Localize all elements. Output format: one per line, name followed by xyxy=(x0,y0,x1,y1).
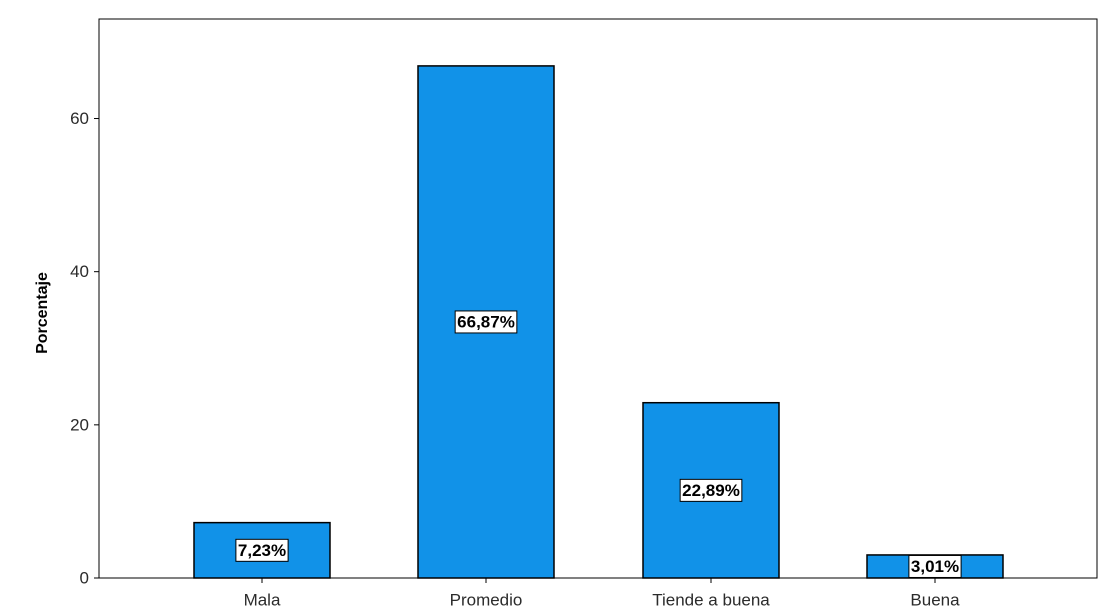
plot-frame xyxy=(98,18,1098,579)
data-label-box xyxy=(679,478,743,502)
x-tick-label-tiende-a-buena: Tiende a buena xyxy=(652,591,770,610)
data-label-buena: 3,01% xyxy=(908,554,962,578)
data-labels-layer: 7,23% 66,87% 22,89% 3,01% xyxy=(235,310,962,578)
data-label-mala: 7,23% xyxy=(235,538,289,562)
x-tick-label-mala: Mala xyxy=(244,591,281,610)
data-label-text: 3,01% xyxy=(911,557,959,576)
y-tick-label: 20 xyxy=(70,415,89,434)
y-tick-label: 40 xyxy=(70,262,89,281)
data-label-promedio: 66,87% xyxy=(454,310,518,334)
data-label-tiende-a-buena: 22,89% xyxy=(679,478,743,502)
y-tick-label: 0 xyxy=(80,569,89,588)
data-label-box xyxy=(235,538,289,562)
data-label-box xyxy=(454,310,518,334)
x-tick-label-buena: Buena xyxy=(910,591,960,610)
data-label-text: 66,87% xyxy=(457,312,515,331)
data-label-text: 22,89% xyxy=(682,481,740,500)
y-axis-ticks: 0 20 40 60 xyxy=(70,109,99,588)
data-label-box xyxy=(908,554,962,578)
x-axis-ticks: Mala Promedio Tiende a buena Buena xyxy=(244,578,960,610)
y-tick-label: 60 xyxy=(70,109,89,128)
y-axis-label: Porcentaje xyxy=(34,272,51,354)
x-tick-label-promedio: Promedio xyxy=(450,591,523,610)
data-label-text: 7,23% xyxy=(238,541,286,560)
